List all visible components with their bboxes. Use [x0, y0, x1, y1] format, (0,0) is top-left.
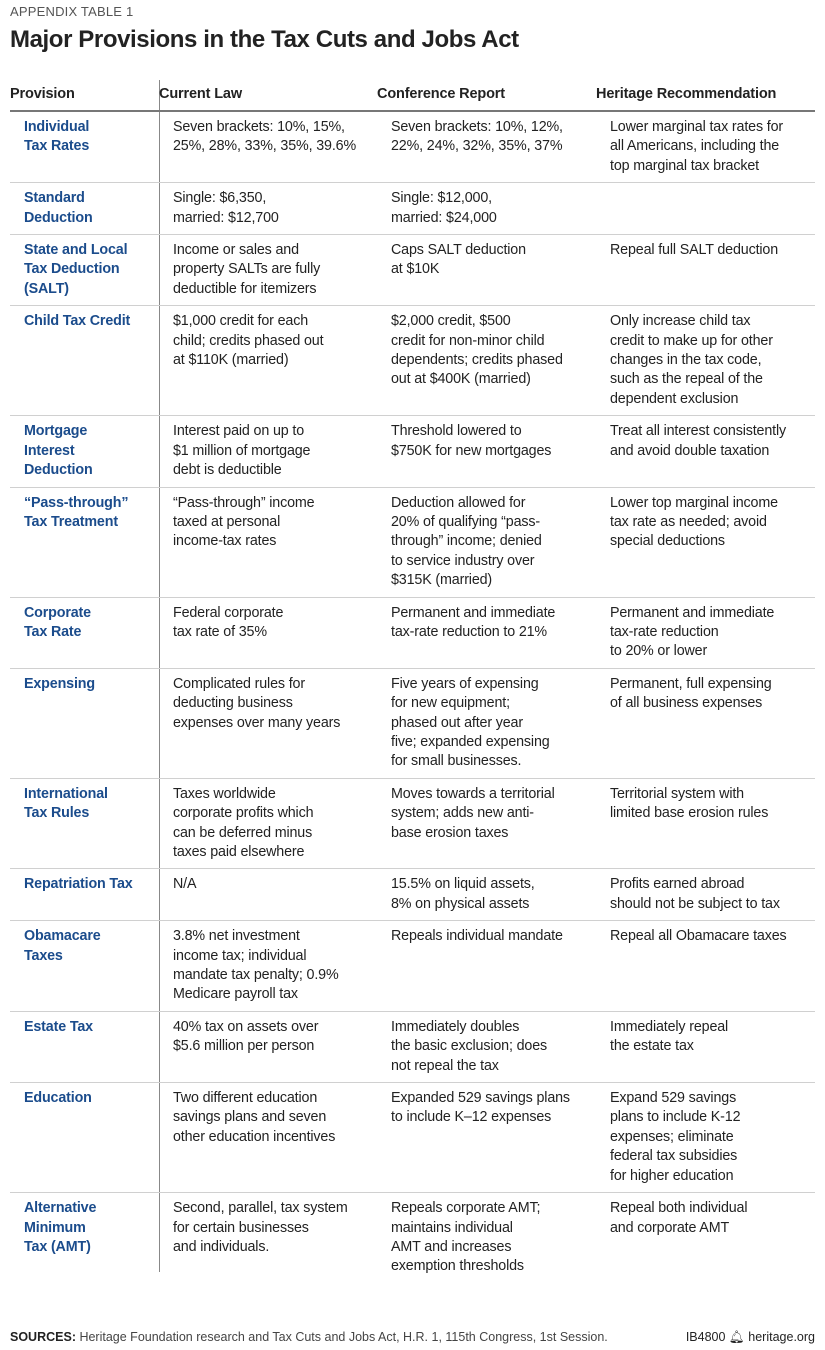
publication-ref: IB4800 🔔︎ heritage.org [686, 1330, 815, 1345]
provision-name-cell: Obamacare Taxes [24, 928, 101, 964]
provision-name-cell: Expensing [24, 675, 95, 692]
conference-report-cell: Threshold lowered to $750K for new mortg… [391, 423, 552, 459]
provision-name-cell: Estate Tax [24, 1018, 93, 1035]
current-law-cell: “Pass-through” income taxed at personal … [173, 494, 315, 550]
provision-name-cell: Mortgage Interest Deduction [24, 423, 93, 479]
provision-name-cell: Standard Deduction [24, 190, 93, 226]
heritage-recommendation-cell: Repeal full SALT deduction [610, 242, 779, 259]
provisions-table: Provision Current Law Conference Report … [10, 80, 815, 1283]
current-law-cell: Single: $6,350, married: $12,700 [173, 190, 279, 226]
conference-report-cell: Repeals individual mandate [391, 928, 563, 945]
current-law-cell: Complicated rules for deducting business… [173, 675, 341, 731]
eyebrow-label: APPENDIX TABLE 1 [10, 4, 134, 19]
current-law-cell: Federal corporate tax rate of 35% [173, 604, 284, 640]
table-row: State and Local Tax Deduction (SALT) Inco… [10, 235, 815, 307]
heritage-recommendation-cell: Lower marginal tax rates for all America… [610, 119, 783, 174]
provision-name-cell: State and Local Tax Deduction (SALT) [24, 242, 128, 297]
provision-name-cell: Repatriation Tax [24, 876, 133, 893]
table-row: Expensing Complicated rules for deducting… [10, 669, 815, 779]
table-row: Education Two different education savings… [10, 1083, 815, 1194]
table-row: “Pass-through” Tax Treatment “Pass-throug… [10, 488, 815, 598]
conference-report-cell: Repeals corporate AMT; maintains individ… [391, 1200, 541, 1275]
conference-report-cell: Permanent and immediate tax-rate reducti… [391, 604, 556, 640]
site-link[interactable]: heritage.org [748, 1330, 815, 1344]
table-row: Corporate Tax Rate Federal corporate tax … [10, 598, 815, 669]
current-law-cell: Taxes worldwide corporate profits which … [173, 785, 314, 860]
column-header: Provision [10, 86, 75, 103]
heritage-recommendation-cell [596, 183, 815, 234]
table-row: Mortgage Interest Deduction Interest paid… [10, 416, 815, 488]
conference-report-cell: Caps SALT deduction at $10K [391, 242, 526, 278]
heritage-recommendation-cell: Territorial system with limited base ero… [610, 785, 769, 822]
current-law-cell: Interest paid on up to $1 million of mor… [173, 423, 311, 479]
conference-report-cell: Seven brackets: 10%, 12%, 22%, 24%, 32%,… [391, 119, 563, 155]
column-header: Conference Report [377, 86, 505, 103]
current-law-cell: 3.8% net investment income tax; individu… [173, 928, 339, 1003]
table-header: Provision Current Law Conference Report … [10, 80, 815, 112]
current-law-cell: Two different education savings plans an… [173, 1090, 336, 1145]
conference-report-cell: 15.5% on liquid assets, 8% on physical a… [391, 876, 535, 912]
heritage-recommendation-cell: Permanent and immediate tax-rate reducti… [610, 604, 775, 660]
provision-name-cell: Corporate Tax Rate [24, 604, 91, 640]
conference-report-cell: Deduction allowed for 20% of qualifying … [391, 494, 542, 589]
table-row: Standard Deduction Single: $6,350, marrie… [10, 183, 815, 236]
table-row: Obamacare Taxes 3.8% net investment incom… [10, 921, 815, 1012]
sources-note: SOURCES: Heritage Foundation research an… [10, 1330, 608, 1344]
column-divider [159, 80, 160, 1272]
heritage-recommendation-cell: Profits earned abroad should not be subj… [610, 876, 780, 912]
conference-report-cell: Single: $12,000, married: $24,000 [391, 190, 497, 226]
heritage-recommendation-cell: Repeal all Obamacare taxes [610, 928, 787, 945]
sources-label: SOURCES: [10, 1330, 76, 1344]
heritage-recommendation-cell: Treat all interest consistently and avoi… [610, 423, 786, 459]
provision-name-cell: International Tax Rules [24, 785, 108, 822]
current-law-cell: $1,000 credit for each child; credits ph… [173, 313, 324, 369]
conference-report-cell: Expanded 529 savings plans to include K–… [391, 1090, 570, 1126]
heritage-recommendation-cell: Immediately repeal the estate tax [610, 1018, 729, 1055]
provision-name-cell: “Pass-through” Tax Treatment [24, 494, 129, 530]
current-law-cell: Seven brackets: 10%, 15%, 25%, 28%, 33%,… [173, 119, 357, 155]
heritage-recommendation-cell: Only increase child tax credit to make u… [610, 313, 773, 407]
page-title: Major Provisions in the Tax Cuts and Job… [10, 26, 519, 53]
provision-name-cell: Individual Tax Rates [24, 119, 90, 155]
heritage-recommendation-cell: Repeal both individual and corporate AMT [610, 1200, 748, 1236]
heritage-recommendation-cell: Expand 529 savings plans to include K-12… [610, 1090, 741, 1184]
sources-text: Heritage Foundation research and Tax Cut… [75, 1330, 608, 1344]
table-row: Alternative Minimum Tax (AMT) Second, par… [10, 1193, 815, 1283]
provision-name-cell: Child Tax Credit [24, 313, 131, 330]
heritage-recommendation-cell: Permanent, full expensing of all busines… [610, 675, 772, 712]
provision-name-cell: Education [24, 1090, 92, 1107]
ref-id: IB4800 [685, 1330, 726, 1344]
column-header: Current Law [159, 86, 242, 103]
conference-report-cell: $2,000 credit, $500 credit for non-minor… [391, 313, 563, 388]
table-row: Individual Tax Rates Seven brackets: 10%,… [10, 112, 815, 184]
conference-report-cell: Moves towards a territorial system; adds… [391, 785, 555, 841]
liberty-bell-icon: 🔔︎ [728, 1330, 745, 1344]
heritage-recommendation-cell: Lower top marginal income tax rate as ne… [610, 494, 778, 550]
current-law-cell: Income or sales and property SALTs are f… [173, 242, 321, 297]
current-law-cell: N/A [173, 876, 197, 893]
table-row: Child Tax Credit $1,000 credit for each c… [10, 306, 815, 417]
column-header: Heritage Recommendation [596, 86, 777, 103]
current-law-cell: Second, parallel, tax system for certain… [173, 1200, 348, 1255]
table-row: Estate Tax 40% tax on assets over $5.6 mi… [10, 1012, 815, 1084]
table-row: Repatriation Tax N/A 15.5% on liquid asset… [10, 869, 815, 922]
conference-report-cell: Five years of expensing for new equipmen… [391, 675, 550, 770]
current-law-cell: 40% tax on assets over $5.6 million per … [173, 1018, 319, 1055]
conference-report-cell: Immediately doubles the basic exclusion;… [391, 1018, 547, 1074]
provision-name-cell: Alternative Minimum Tax (AMT) [24, 1200, 97, 1255]
table-row: International Tax Rules Taxes worldwide c… [10, 779, 815, 870]
